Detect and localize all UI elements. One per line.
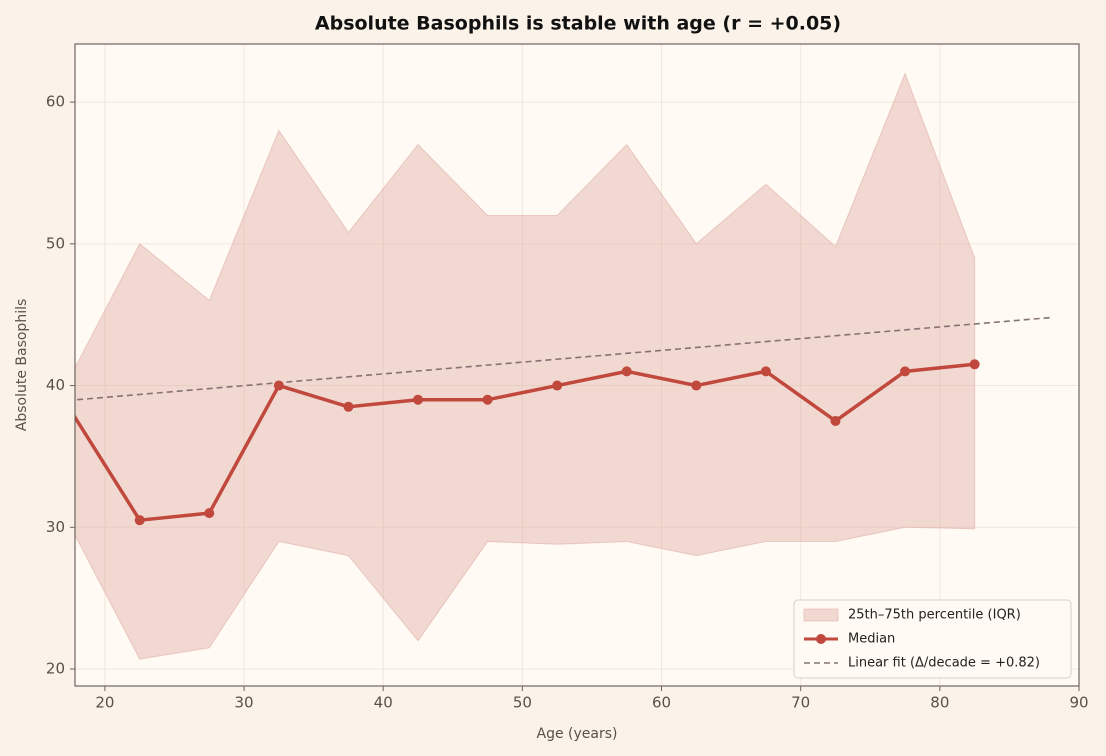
legend-label: Linear fit (Δ/decade = +0.82)	[848, 656, 1040, 671]
iqr-band	[75, 72, 976, 660]
x-tick-label: 20	[95, 694, 114, 712]
x-tick-label: 90	[1069, 694, 1088, 712]
x-tick-label: 40	[374, 694, 393, 712]
median-point	[760, 366, 771, 377]
median-point	[482, 394, 493, 405]
x-tick-label: 30	[235, 694, 254, 712]
y-axis-label: Absolute Basophils	[14, 299, 30, 432]
legend: 25th–75th percentile (IQR) Median Linear f…	[793, 599, 1072, 679]
y-tick-label: 40	[46, 376, 65, 394]
x-axis-label: Age (years)	[537, 726, 618, 742]
x-tick-label: 60	[652, 694, 671, 712]
plot-area	[75, 44, 1079, 686]
median-point	[204, 508, 215, 519]
legend-swatch	[816, 634, 826, 644]
median-point	[969, 359, 980, 370]
median-point	[830, 415, 841, 426]
median-point	[343, 401, 354, 412]
legend-label: Median	[848, 632, 895, 647]
median-point	[691, 380, 702, 391]
median-line	[75, 362, 975, 522]
x-tick-label: 70	[791, 694, 810, 712]
plot-frame	[74, 43, 1080, 687]
median-point	[552, 380, 563, 391]
legend-label: 25th–75th percentile (IQR)	[848, 608, 1021, 623]
x-tick-label: 80	[930, 694, 949, 712]
median-point	[273, 380, 284, 391]
y-tick-label: 60	[46, 93, 65, 111]
plot	[75, 72, 1052, 660]
median-point	[134, 515, 145, 526]
legend-box	[793, 599, 1072, 679]
y-tick-label: 50	[46, 234, 65, 252]
ticks: 20 30 40 50 60 70 80 90 20 30 40 50 60	[46, 93, 1089, 712]
fit-line	[77, 316, 1052, 401]
x-tick-label: 50	[513, 694, 532, 712]
median-point	[413, 394, 424, 405]
legend-swatch	[803, 608, 839, 622]
median-point	[621, 366, 632, 377]
median-point	[900, 366, 911, 377]
y-tick-label: 30	[46, 518, 65, 536]
y-tick-label: 20	[46, 659, 65, 677]
chart-title: Absolute Basophils is stable with age (r…	[315, 13, 841, 35]
